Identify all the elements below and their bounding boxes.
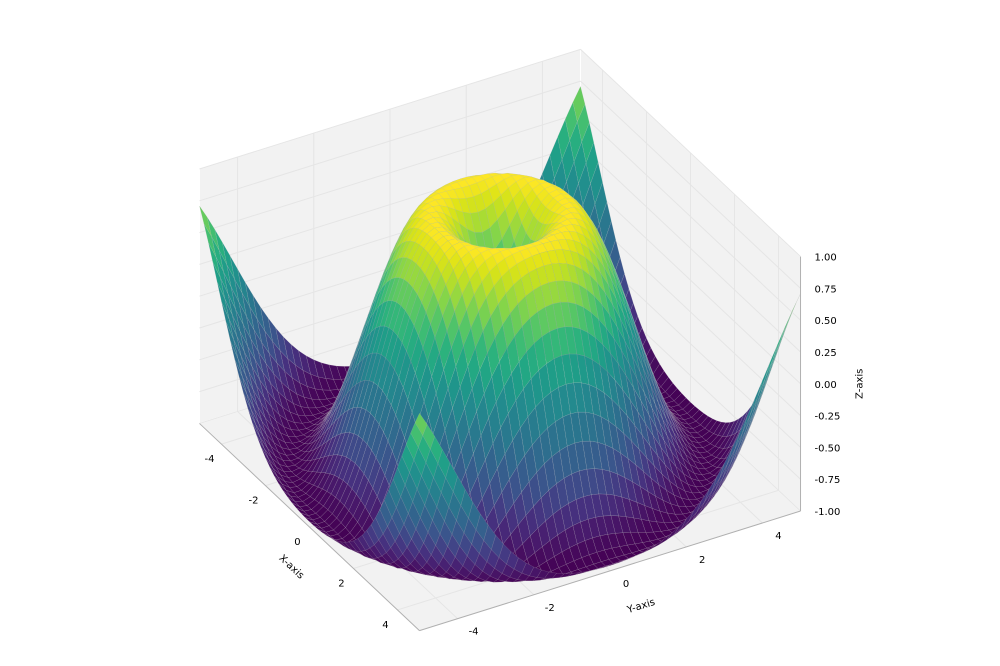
x-axis-label: X-axis [276, 553, 305, 582]
y-tick: 0 [623, 579, 629, 590]
z-tick: -0.50 [815, 443, 841, 454]
z-axis-label: Z-axis [855, 369, 866, 399]
x-tick: -2 [248, 496, 258, 507]
y-axis-label: Y-axis [625, 597, 657, 616]
y-tick: -4 [469, 627, 479, 638]
z-tick: 0.25 [815, 348, 837, 359]
x-tick: -4 [204, 454, 214, 465]
y-tick: 2 [699, 555, 705, 566]
z-tick: -1.00 [815, 507, 841, 518]
y-tick: -2 [545, 603, 555, 614]
z-tick: -0.25 [815, 412, 841, 423]
x-tick: 2 [338, 578, 344, 589]
z-tick: -0.75 [815, 475, 841, 486]
surface3d-chart: -4 -2 0 2 4 -4 -2 0 2 4 -1.00 -0.75 -0.50 -0.25 0.00 0.… [0, 0, 1000, 666]
z-tick: 0.75 [815, 284, 837, 295]
z-tick: 1.00 [815, 253, 837, 264]
z-tick: 0.50 [815, 316, 837, 327]
z-tick: 0.00 [815, 380, 837, 391]
y-tick: 4 [775, 531, 781, 542]
x-tick: 0 [294, 537, 300, 548]
x-tick: 4 [382, 620, 388, 631]
